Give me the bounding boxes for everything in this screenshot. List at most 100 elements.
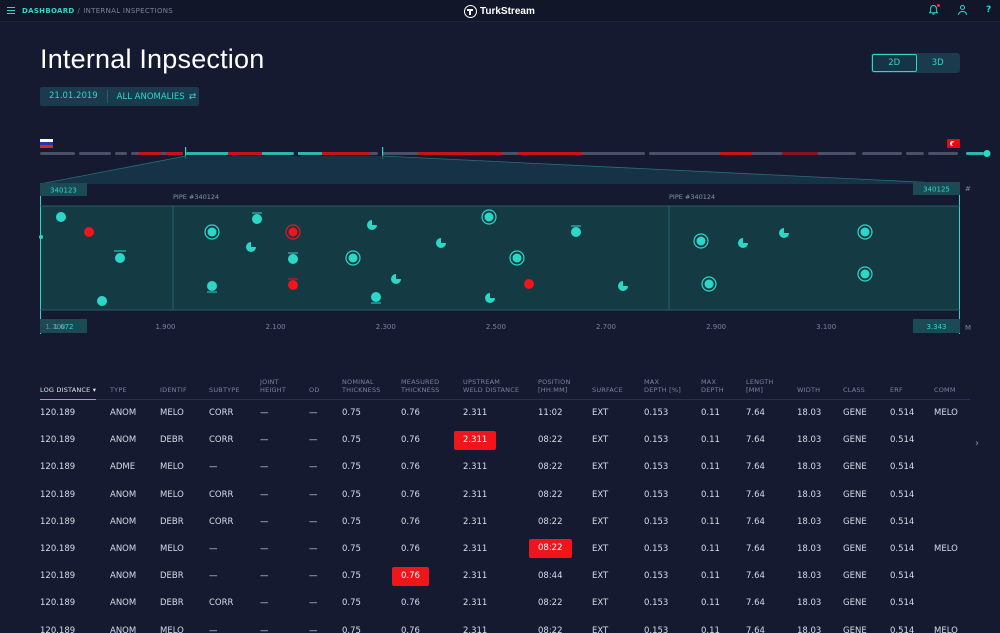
axis-start-label[interactable]: 1.672 xyxy=(53,323,73,331)
axis-tick-label: 2.300 xyxy=(376,323,396,331)
table-cell: ANOM xyxy=(110,489,137,500)
anomaly-marker-critical xyxy=(288,280,298,290)
column-header[interactable]: MEASURED THICKNESS xyxy=(401,378,440,394)
app-logo[interactable]: TurkStream xyxy=(464,3,535,19)
column-header[interactable]: NOMINAL THICKNESS xyxy=(342,378,381,394)
column-header[interactable]: JOINT HEIGHT xyxy=(260,378,287,394)
menu-icon[interactable] xyxy=(7,7,15,14)
view-3d-button[interactable]: 3D xyxy=(931,58,944,68)
anomaly-markers[interactable] xyxy=(39,209,873,306)
table-cell: MELO xyxy=(160,489,184,500)
date-filter[interactable]: 21.01.2019 xyxy=(40,90,108,103)
column-header[interactable]: POSITION [HH:MM] xyxy=(538,378,571,394)
table-cell: ANOM xyxy=(110,625,137,633)
table-cell: ANOM xyxy=(110,598,137,609)
table-row[interactable]: 120.189 ANOM DEBR CORR — — 0.75 0.76 2.311 08:22 E… xyxy=(40,590,970,617)
column-header[interactable]: UPSTREAM WELD DISTANCE xyxy=(463,378,520,394)
notification-bell-icon[interactable] xyxy=(928,4,940,19)
pipe-end-label[interactable]: 340125 xyxy=(923,186,950,194)
table-cell: 0.76 xyxy=(401,489,420,500)
highlighted-cell: 0.76 xyxy=(392,566,429,586)
table-cell: 2.311 xyxy=(463,462,488,473)
column-header[interactable]: LENGTH [MM] xyxy=(746,378,774,394)
logo-text: TurkStream xyxy=(480,5,535,17)
column-header[interactable]: SUBTYPE xyxy=(209,386,240,394)
chevron-right-icon[interactable]: › xyxy=(975,438,979,449)
anomaly-marker xyxy=(436,238,446,248)
table-cell: 120.189 xyxy=(40,571,76,582)
table-cell: 0.514 xyxy=(890,435,915,446)
column-header[interactable]: SURFACE xyxy=(592,386,623,394)
table-cell: 120.189 xyxy=(40,489,76,500)
table-cell: 7.64 xyxy=(746,408,765,418)
axis-end-label[interactable]: 3.343 xyxy=(926,323,946,331)
column-header[interactable]: MAX DEPTH [%] xyxy=(644,378,682,394)
table-cell: ADME xyxy=(110,462,136,473)
pipe-start-label[interactable]: 340123 xyxy=(50,187,77,195)
anomaly-marker xyxy=(481,209,497,225)
table-row[interactable]: 120.189 ANOM MELO — — — 0.75 0.76 2.311 08:22 EXT 0… xyxy=(40,536,970,563)
table-cell: 0.514 xyxy=(890,543,915,554)
anomaly-marker xyxy=(367,220,377,230)
column-header[interactable]: COMM xyxy=(934,386,956,394)
table-cell: — xyxy=(309,543,318,554)
axis-tick-label: 3.100 xyxy=(816,323,836,331)
table-cell: GENE xyxy=(843,543,867,554)
table-row[interactable]: 120.189 ANOM MELO CORR — — 0.75 0.76 2.311 08:22 E… xyxy=(40,482,970,509)
column-header[interactable]: IDENTIF xyxy=(160,386,187,394)
column-header[interactable]: OD xyxy=(309,386,320,394)
table-row[interactable]: 120.189 ANOM MELO — — — 0.75 0.76 2.311 08:22 EXT 0… xyxy=(40,618,970,633)
column-header[interactable]: TYPE xyxy=(110,386,127,394)
anomaly-marker xyxy=(391,274,401,284)
highlighted-cell: 08:22 xyxy=(529,539,572,559)
table-cell: ANOM xyxy=(110,571,137,582)
table-cell: ANOM xyxy=(110,408,137,418)
table-cell: GENE xyxy=(843,625,867,633)
table-row[interactable]: 120.189 ANOM DEBR CORR — — 0.75 0.76 2.311 08:22 E… xyxy=(40,427,970,454)
column-header[interactable]: WIDTH xyxy=(797,386,821,394)
zoom-projection xyxy=(40,156,960,184)
anomaly-marker xyxy=(288,254,298,264)
table-cell: EXT xyxy=(592,408,609,418)
table-cell: 0.75 xyxy=(342,625,361,633)
table-cell: 7.64 xyxy=(746,625,765,633)
table-cell: CORR xyxy=(209,435,234,446)
table-cell: GENE xyxy=(843,408,867,418)
table-cell: 0.11 xyxy=(701,408,720,418)
anomaly-marker xyxy=(701,276,717,292)
help-icon[interactable]: ? xyxy=(986,5,992,15)
table-cell: 0.153 xyxy=(644,435,669,446)
table-cell: 18.03 xyxy=(797,598,822,609)
anomaly-filter[interactable]: ALL ANOMALIES xyxy=(116,91,185,102)
column-header[interactable]: CLASS xyxy=(843,386,866,394)
overview-window-right-handle xyxy=(382,147,384,159)
swap-icon[interactable]: ⇄ xyxy=(188,91,197,102)
overview-end-handle xyxy=(983,150,991,157)
table-row[interactable]: 120.189 ANOM DEBR CORR — — 0.75 0.76 2.311 08:22 E… xyxy=(40,509,970,536)
table-cell: 7.64 xyxy=(746,543,765,554)
view-2d-button[interactable]: 2D xyxy=(872,54,917,72)
table-cell: 18.03 xyxy=(797,571,822,582)
table-body: 120.189 ANOM MELO CORR — — 0.75 0.76 2.311 11:02 E… xyxy=(40,400,970,633)
table-cell: — xyxy=(309,462,318,473)
table-row[interactable]: 120.189 ANOM MELO CORR — — 0.75 0.76 2.311 11:02 E… xyxy=(40,400,970,427)
table-cell: 18.03 xyxy=(797,543,822,554)
table-cell: 0.11 xyxy=(701,625,720,633)
table-cell: 0.76 xyxy=(401,408,420,418)
table-cell: 0.514 xyxy=(890,598,915,609)
column-header[interactable]: LOG DISTANCE ▾ xyxy=(40,386,97,400)
table-row[interactable]: 120.189 ADME MELO — — — 0.75 0.76 2.311 08:22 EXT 0… xyxy=(40,454,970,481)
anomaly-marker xyxy=(618,281,628,291)
table-cell: ANOM xyxy=(110,516,137,527)
breadcrumb-dashboard[interactable]: DASHBOARD xyxy=(22,7,75,15)
table-cell: MELO xyxy=(160,462,184,473)
pipeline-panel[interactable] xyxy=(40,206,960,310)
column-header[interactable]: MAX DEPTH xyxy=(701,378,724,394)
overview-track[interactable] xyxy=(40,147,991,159)
table-cell: 0.11 xyxy=(701,543,720,554)
table-cell: 08:22 xyxy=(538,516,563,527)
anomaly-marker xyxy=(857,266,873,282)
column-header[interactable]: ERF xyxy=(890,386,903,394)
anomaly-marker xyxy=(246,242,256,252)
table-row[interactable]: 120.189 ANOM DEBR — — — 0.75 0.76 2.311 08:44 EXT 0… xyxy=(40,563,970,590)
